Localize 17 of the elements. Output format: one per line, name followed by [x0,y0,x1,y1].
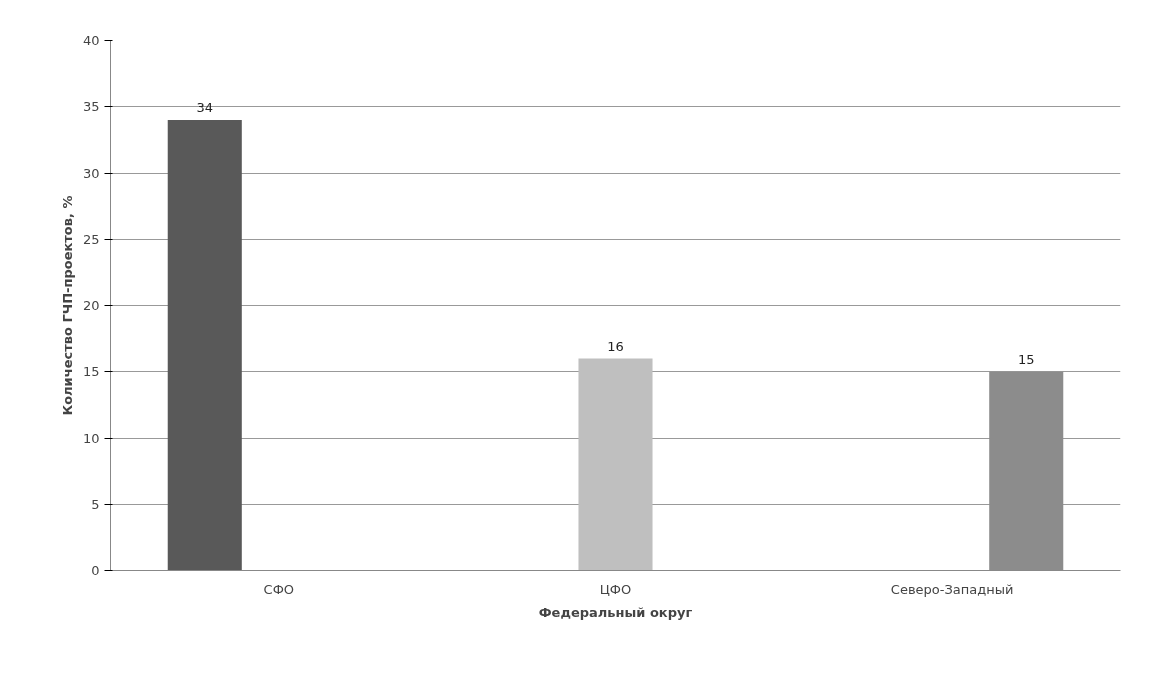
x-axis-title: Федеральный округ [538,604,693,620]
y-tick-label: 35 [82,99,100,115]
y-tick-label: 10 [82,430,100,446]
x-tick-label: Северо-Западный [890,581,1014,597]
x-tick-label: ЦФО [599,581,632,597]
y-tick-label: 15 [82,364,100,380]
y-tick-label: 40 [82,33,100,48]
y-tick-label: 5 [91,496,100,512]
x-tick-label: СФО [263,581,295,597]
y-tick-label: 30 [82,165,100,181]
y-tick-label: 0 [91,563,100,578]
y-tick-label: 20 [82,298,100,313]
y-tick-label: 25 [82,231,100,247]
y-axis-title: Количество ГЧП-проектов, % [59,195,75,416]
data-label: 34 [196,100,214,115]
data-label: 16 [607,338,624,354]
data-label: 15 [1017,351,1035,367]
